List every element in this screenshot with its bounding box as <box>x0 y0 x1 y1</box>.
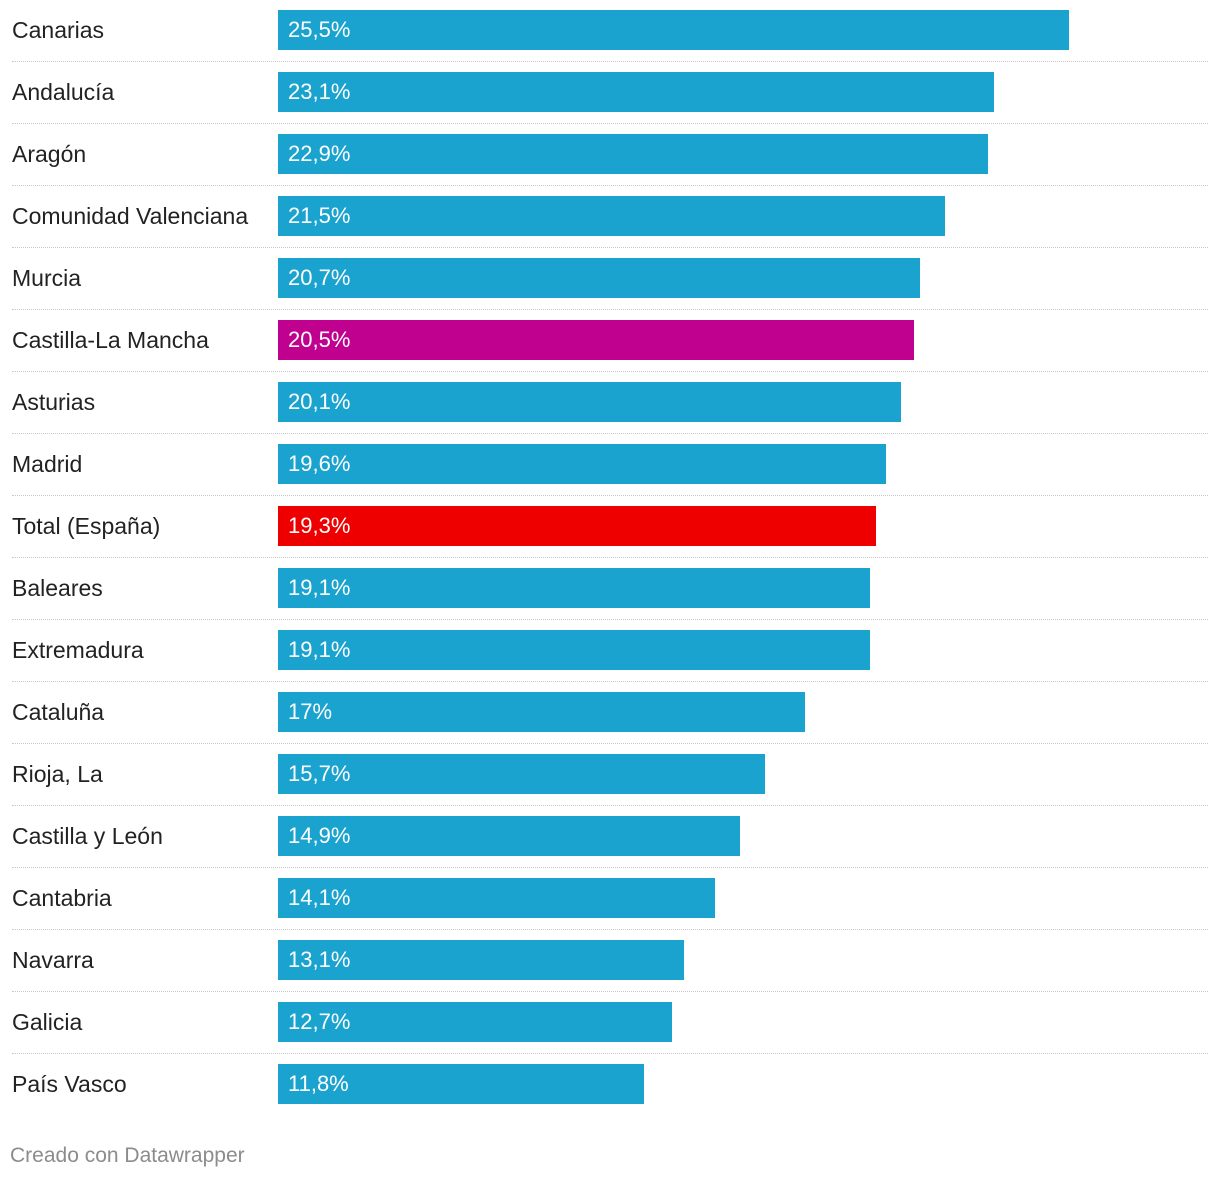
chart-row: Galicia 12,7% <box>0 1002 1220 1064</box>
bar: 23,1% <box>278 72 994 112</box>
bar: 20,5% <box>278 320 914 360</box>
chart-row: Castilla y León 14,9% <box>0 816 1220 878</box>
row-divider <box>12 185 1208 186</box>
category-label: Comunidad Valenciana <box>12 203 249 229</box>
bar-value-label: 12,7% <box>288 1009 351 1034</box>
row-divider <box>12 743 1208 744</box>
row-divider <box>12 929 1208 930</box>
row-divider <box>12 619 1208 620</box>
chart-row: Total (España) 19,3% <box>0 506 1220 568</box>
bar: 13,1% <box>278 940 684 980</box>
row-divider <box>12 61 1208 62</box>
bar: 19,3% <box>278 506 876 546</box>
chart-row: Extremadura 19,1% <box>0 630 1220 692</box>
bar-value-label: 20,1% <box>288 389 351 414</box>
bar-value-label: 23,1% <box>288 79 351 104</box>
chart-row: País Vasco 11,8% <box>0 1064 1220 1126</box>
bar-value-label: 19,3% <box>288 513 351 538</box>
bar-value-label: 14,9% <box>288 823 351 848</box>
category-label: Asturias <box>12 389 96 415</box>
row-divider <box>12 991 1208 992</box>
bar-value-label: 19,1% <box>288 575 351 600</box>
footer-credit: Creado con Datawrapper <box>10 1144 245 1167</box>
chart-row: Cantabria 14,1% <box>0 878 1220 940</box>
row-divider <box>12 247 1208 248</box>
chart-row: Aragón 22,9% <box>0 134 1220 196</box>
category-label: Extremadura <box>12 637 144 663</box>
bar: 20,7% <box>278 258 920 298</box>
chart-row: Castilla-La Mancha 20,5% <box>0 320 1220 382</box>
chart-row: Rioja, La 15,7% <box>0 754 1220 816</box>
bar-chart: Canarias 25,5% Andalucía 23,1% Aragón 22,9% Co… <box>0 10 1220 1104</box>
bar: 20,1% <box>278 382 901 422</box>
chart-row: Murcia 20,7% <box>0 258 1220 320</box>
bar-value-label: 17% <box>288 699 333 724</box>
bar: 19,6% <box>278 444 886 484</box>
chart-row: Comunidad Valenciana 21,5% <box>0 196 1220 258</box>
row-divider <box>12 805 1208 806</box>
bar: 12,7% <box>278 1002 672 1042</box>
bar: 21,5% <box>278 196 945 236</box>
row-divider <box>12 557 1208 558</box>
bar-value-label: 15,7% <box>288 761 351 786</box>
bar: 14,9% <box>278 816 740 856</box>
bar: 14,1% <box>278 878 715 918</box>
category-label: Canarias <box>12 17 105 43</box>
bar-value-label: 22,9% <box>288 141 351 166</box>
bar-value-label: 19,1% <box>288 637 351 662</box>
chart-row: Baleares 19,1% <box>0 568 1220 630</box>
bar-value-label: 11,8% <box>288 1071 349 1096</box>
bar: 22,9% <box>278 134 988 174</box>
category-label: Madrid <box>12 451 83 477</box>
row-divider <box>12 867 1208 868</box>
chart-row: Asturias 20,1% <box>0 382 1220 444</box>
category-label: Baleares <box>12 575 103 601</box>
row-divider <box>12 495 1208 496</box>
bar: 11,8% <box>278 1064 644 1104</box>
bar-value-label: 13,1% <box>288 947 351 972</box>
bar-value-label: 20,5% <box>288 327 351 352</box>
chart-row: Canarias 25,5% <box>0 10 1220 72</box>
category-label: Murcia <box>12 265 82 291</box>
bar: 19,1% <box>278 568 870 608</box>
row-divider <box>12 309 1208 310</box>
chart-row: Andalucía 23,1% <box>0 72 1220 134</box>
category-label: Cantabria <box>12 885 112 911</box>
category-label: Castilla y León <box>12 823 163 849</box>
category-label: Cataluña <box>12 699 105 725</box>
category-label: País Vasco <box>12 1071 127 1097</box>
chart-row: Navarra 13,1% <box>0 940 1220 1002</box>
bar: 19,1% <box>278 630 870 670</box>
bar-value-label: 14,1% <box>288 885 351 910</box>
chart-row: Madrid 19,6% <box>0 444 1220 506</box>
row-divider <box>12 433 1208 434</box>
bar: 15,7% <box>278 754 765 794</box>
row-divider <box>12 1053 1208 1054</box>
category-label: Rioja, La <box>12 761 103 787</box>
row-divider <box>12 681 1208 682</box>
chart-row: Cataluña 17% <box>0 692 1220 754</box>
bar-value-label: 21,5% <box>288 203 351 228</box>
category-label: Galicia <box>12 1009 83 1035</box>
category-label: Total (España) <box>12 513 161 539</box>
bar-value-label: 25,5% <box>288 17 351 42</box>
bar-value-label: 19,6% <box>288 451 351 476</box>
category-label: Navarra <box>12 947 94 973</box>
category-label: Aragón <box>12 141 87 167</box>
bar: 17% <box>278 692 805 732</box>
row-divider <box>12 123 1208 124</box>
bar-value-label: 20,7% <box>288 265 351 290</box>
category-label: Castilla-La Mancha <box>12 327 209 353</box>
category-label: Andalucía <box>12 79 115 105</box>
row-divider <box>12 371 1208 372</box>
bar: 25,5% <box>278 10 1069 50</box>
